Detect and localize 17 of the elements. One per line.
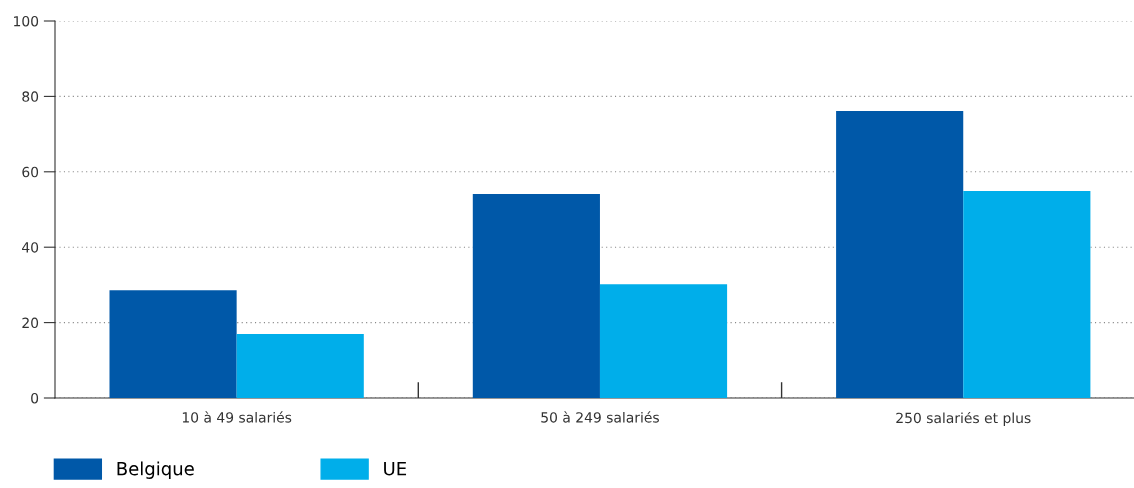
- x-tick-label: 10 à 49 salariés: [182, 411, 292, 423]
- y-tick-label: 100: [14, 15, 39, 27]
- y-tick-label: 20: [22, 317, 39, 329]
- bar: [599, 284, 728, 398]
- bar: [472, 194, 600, 398]
- y-tick-label: 40: [22, 242, 39, 253]
- bar: [109, 290, 237, 398]
- bar: [236, 333, 364, 398]
- y-tick-label: 80: [22, 91, 39, 102]
- y-tick-label: 60: [22, 166, 39, 178]
- y-tick-label: 0: [31, 392, 39, 404]
- x-tick-label: 50 à 249 salariés: [541, 411, 659, 423]
- legend-label: UE: [384, 462, 407, 476]
- bar: [963, 191, 1091, 398]
- x-tick-label: 250 salariés et plus: [896, 411, 1031, 426]
- legend-label: Belgique: [117, 461, 194, 479]
- bar: [836, 111, 964, 398]
